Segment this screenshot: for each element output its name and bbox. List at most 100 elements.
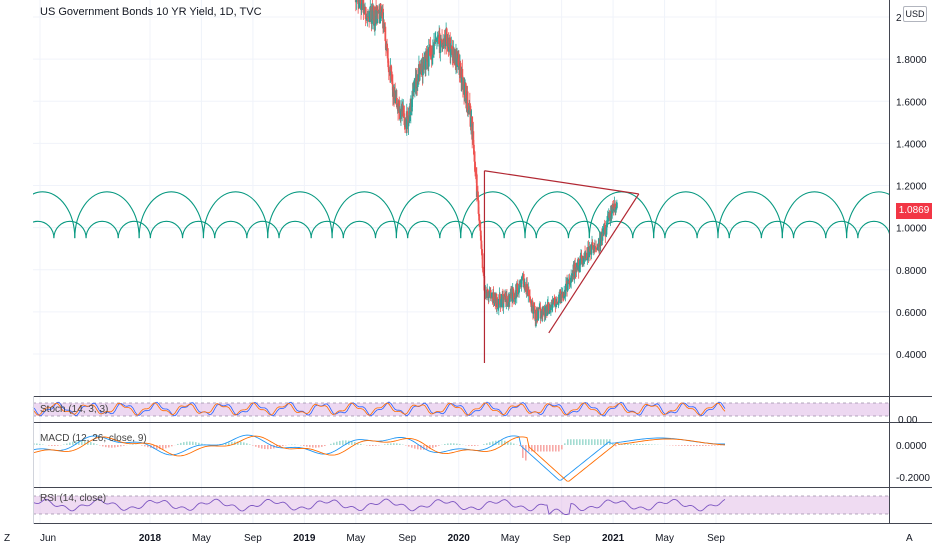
candle-body xyxy=(492,292,495,304)
candle-body xyxy=(488,291,491,297)
auto-scale-button[interactable]: A xyxy=(906,533,913,544)
candle-body xyxy=(375,6,377,10)
candle-body xyxy=(514,298,516,300)
candle-body xyxy=(543,307,545,315)
macd-histogram-bar xyxy=(186,441,188,445)
stoch-lines xyxy=(32,401,726,417)
macd-histogram-bar xyxy=(594,439,596,445)
stoch-legend[interactable]: Stoch (14, 3, 3) xyxy=(40,404,109,415)
macd-histogram-bar xyxy=(549,445,551,452)
x-tick-label: 2021 xyxy=(602,533,625,544)
macd-histogram-bar xyxy=(183,442,185,445)
macd-histogram-bar xyxy=(678,445,680,446)
macd-histogram-bar xyxy=(528,445,530,452)
candle-body xyxy=(599,234,602,246)
macd-histogram-bar xyxy=(243,442,245,445)
rsi-legend[interactable]: RSI (14, close) xyxy=(40,493,107,504)
macd-histogram-bar xyxy=(321,445,323,447)
macd-histogram-bar xyxy=(543,445,545,452)
candle-body xyxy=(568,280,571,284)
candle-body xyxy=(533,305,536,313)
candle-body xyxy=(416,80,419,88)
candle-body xyxy=(465,98,468,104)
candle-body xyxy=(422,65,424,76)
macd-histogram-bar xyxy=(231,441,233,445)
last-price-tag: 1.0869 xyxy=(896,203,932,219)
y-tick-label: 0.8000 xyxy=(896,266,927,277)
price-axis[interactable]: 2 1.8000 1.6000 1.4000 1.2000 1.0000 0.8000 0.6… xyxy=(896,13,927,361)
candle-body xyxy=(359,0,362,4)
candle-body xyxy=(540,316,542,319)
macd-histogram-bar xyxy=(240,441,242,445)
signal-line xyxy=(32,435,726,482)
macd-histogram-bar xyxy=(165,445,167,449)
candle-body xyxy=(570,275,573,283)
macd-histogram-bar xyxy=(492,441,494,445)
trendline xyxy=(484,170,639,195)
candle-body xyxy=(604,234,607,237)
candle-body xyxy=(457,53,460,66)
candle-body xyxy=(536,309,538,319)
triangle-trendlines[interactable] xyxy=(483,170,640,363)
y-tick-label: 1.8000 xyxy=(896,55,927,66)
x-tick-label: Sep xyxy=(553,533,571,544)
candle-body xyxy=(390,65,393,72)
time-axis[interactable]: Jun 2018 May Sep 2019 May Sep 2020 May Sep 2021 May… xyxy=(40,533,725,544)
macd-histogram-bar xyxy=(591,439,593,445)
candle-body xyxy=(431,57,434,60)
candle-body xyxy=(497,308,500,309)
candle-body xyxy=(559,291,562,293)
macd-line xyxy=(32,434,725,481)
macd-histogram-bar xyxy=(177,443,179,445)
candle-body xyxy=(485,292,487,294)
macd-histogram-bar xyxy=(48,445,50,446)
candle-body xyxy=(500,299,503,307)
candle-body xyxy=(477,200,480,214)
macd-histogram-bar xyxy=(636,443,638,445)
candle-body xyxy=(534,312,537,321)
macd-histogram-bar xyxy=(123,445,125,446)
candle-body xyxy=(507,305,509,307)
candle-body xyxy=(451,46,453,49)
macd-histogram-bar xyxy=(75,440,77,445)
macd-histogram-bar xyxy=(648,444,650,445)
cycle-arc xyxy=(793,220,827,239)
x-tick-label: May xyxy=(192,533,211,544)
stoch-band-fill xyxy=(33,403,889,416)
macd-histogram-bar xyxy=(258,445,260,448)
candle-body xyxy=(527,289,530,296)
candle-body xyxy=(474,161,476,170)
zoom-button[interactable]: Z xyxy=(4,533,11,544)
candle-body xyxy=(611,204,614,214)
cycle-arc xyxy=(267,191,333,239)
candle-body xyxy=(524,285,527,291)
currency-button[interactable]: USD xyxy=(903,6,927,22)
macd-histogram-bar xyxy=(39,443,41,445)
candle-body xyxy=(521,275,524,277)
macd-histogram-bar xyxy=(141,445,143,446)
macd-histogram-bar xyxy=(324,445,326,447)
macd-histogram-bar xyxy=(57,445,59,446)
candle-body xyxy=(482,269,485,277)
macd-histogram-bar xyxy=(639,444,641,445)
macd-histogram-bar xyxy=(696,445,698,447)
candle-body xyxy=(533,305,536,307)
cycle-arc xyxy=(407,220,441,239)
candle-body xyxy=(445,28,448,44)
candle-body xyxy=(520,280,523,288)
macd-histogram-bar xyxy=(693,445,695,447)
candle-body xyxy=(605,227,608,235)
macd-histogram-bar xyxy=(276,445,278,448)
y-tick-label: 2 xyxy=(896,13,902,24)
macd-legend[interactable]: MACD (12, 26, close, 9) xyxy=(40,433,147,444)
candlestick-series xyxy=(354,0,618,328)
candle-body xyxy=(440,40,442,45)
candle-body xyxy=(590,244,593,255)
macd-histogram-bar xyxy=(303,445,305,447)
candle-body xyxy=(367,17,369,18)
macd-histogram-bar xyxy=(447,443,449,445)
candle-body xyxy=(528,295,531,297)
candle-body xyxy=(427,47,430,67)
candle-body xyxy=(411,90,414,100)
